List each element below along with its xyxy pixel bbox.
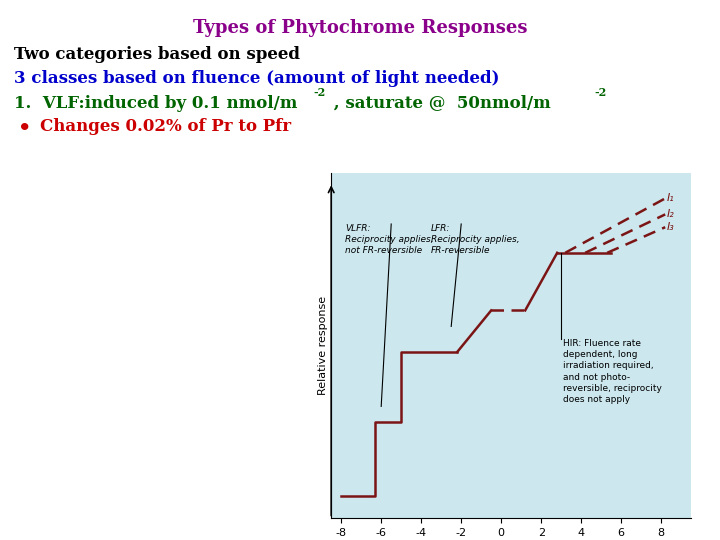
Text: I₃: I₃: [667, 222, 675, 232]
Text: 1.  VLF:induced by 0.1 nmol/m: 1. VLF:induced by 0.1 nmol/m: [14, 94, 298, 111]
Text: I₁: I₁: [667, 193, 675, 204]
Text: I₂: I₂: [667, 210, 675, 219]
Text: VLFR:
Reciprocity applies,
not FR-reversible: VLFR: Reciprocity applies, not FR-revers…: [345, 224, 434, 255]
Text: Changes 0.02% of Pr to Pfr: Changes 0.02% of Pr to Pfr: [40, 118, 291, 134]
Text: Types of Phytochrome Responses: Types of Phytochrome Responses: [193, 19, 527, 37]
Text: 3 classes based on fluence (amount of light needed): 3 classes based on fluence (amount of li…: [14, 70, 500, 87]
Text: LFR:
Reciprocity applies,
FR-reversible: LFR: Reciprocity applies, FR-reversible: [431, 224, 520, 255]
Y-axis label: Relative response: Relative response: [318, 296, 328, 395]
Text: -2: -2: [594, 87, 606, 98]
Text: HIR: Fluence rate
dependent, long
irradiation required,
and not photo-
reversibl: HIR: Fluence rate dependent, long irradi…: [563, 339, 662, 404]
Text: Two categories based on speed: Two categories based on speed: [14, 46, 300, 63]
Text: -2: -2: [313, 87, 325, 98]
Text: , saturate @  50nmol/m: , saturate @ 50nmol/m: [328, 94, 550, 111]
Text: •: •: [18, 118, 32, 138]
